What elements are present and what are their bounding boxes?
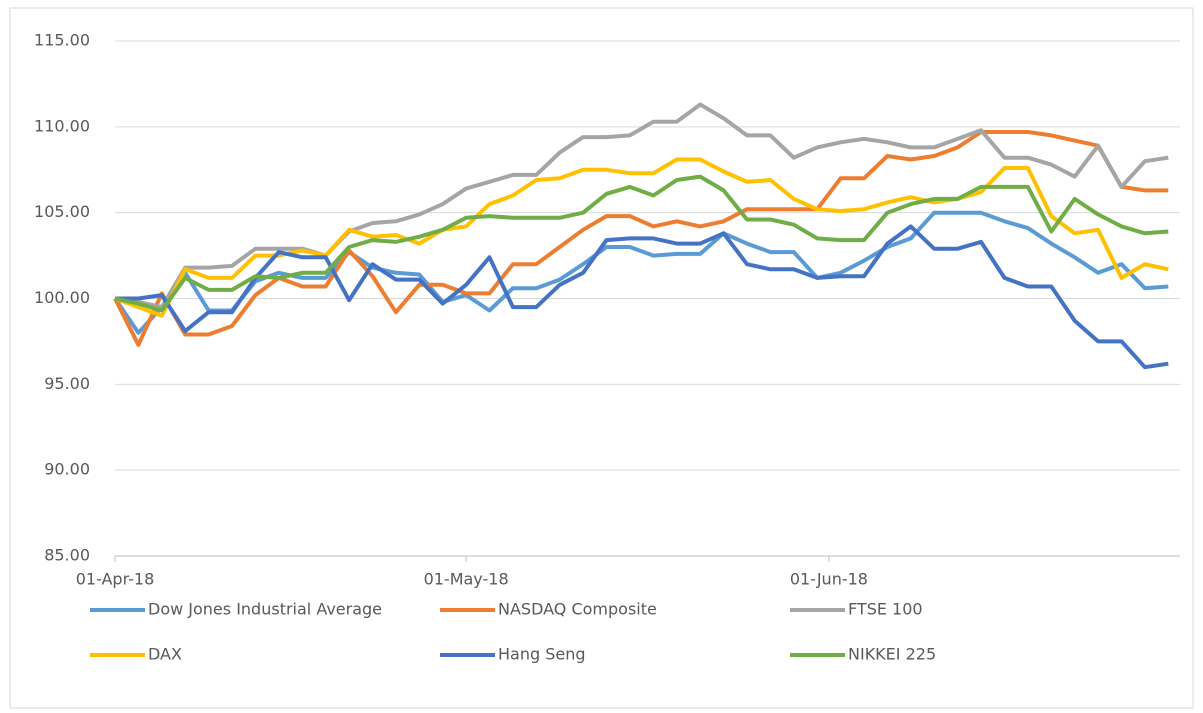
chart-border (9, 7, 1194, 709)
series-line (114, 174, 1169, 313)
series-line (113, 130, 1169, 347)
x-tick-label: 01-Apr-18 (76, 570, 155, 589)
legend-label: Hang Seng (498, 645, 586, 664)
y-tick-label: 95.00 (44, 374, 90, 393)
y-tick-label: 110.00 (34, 116, 90, 135)
x-tick-label: 01-Jun-18 (790, 570, 868, 589)
y-tick-label: 115.00 (34, 31, 90, 50)
series-line (115, 224, 1169, 370)
legend-label: NASDAQ Composite (498, 600, 657, 619)
x-tick-label: 01-May-18 (424, 570, 509, 589)
series-line (114, 102, 1169, 310)
legend-label: NIKKEI 225 (848, 645, 936, 664)
y-tick-label: 105.00 (34, 202, 90, 221)
legend-label: DAX (148, 645, 182, 664)
y-tick-label: 90.00 (44, 460, 90, 479)
legend-label: Dow Jones Industrial Average (148, 600, 382, 619)
legend-label: FTSE 100 (848, 600, 923, 619)
y-tick-label: 85.00 (44, 546, 90, 565)
y-tick-label: 100.00 (34, 288, 90, 307)
